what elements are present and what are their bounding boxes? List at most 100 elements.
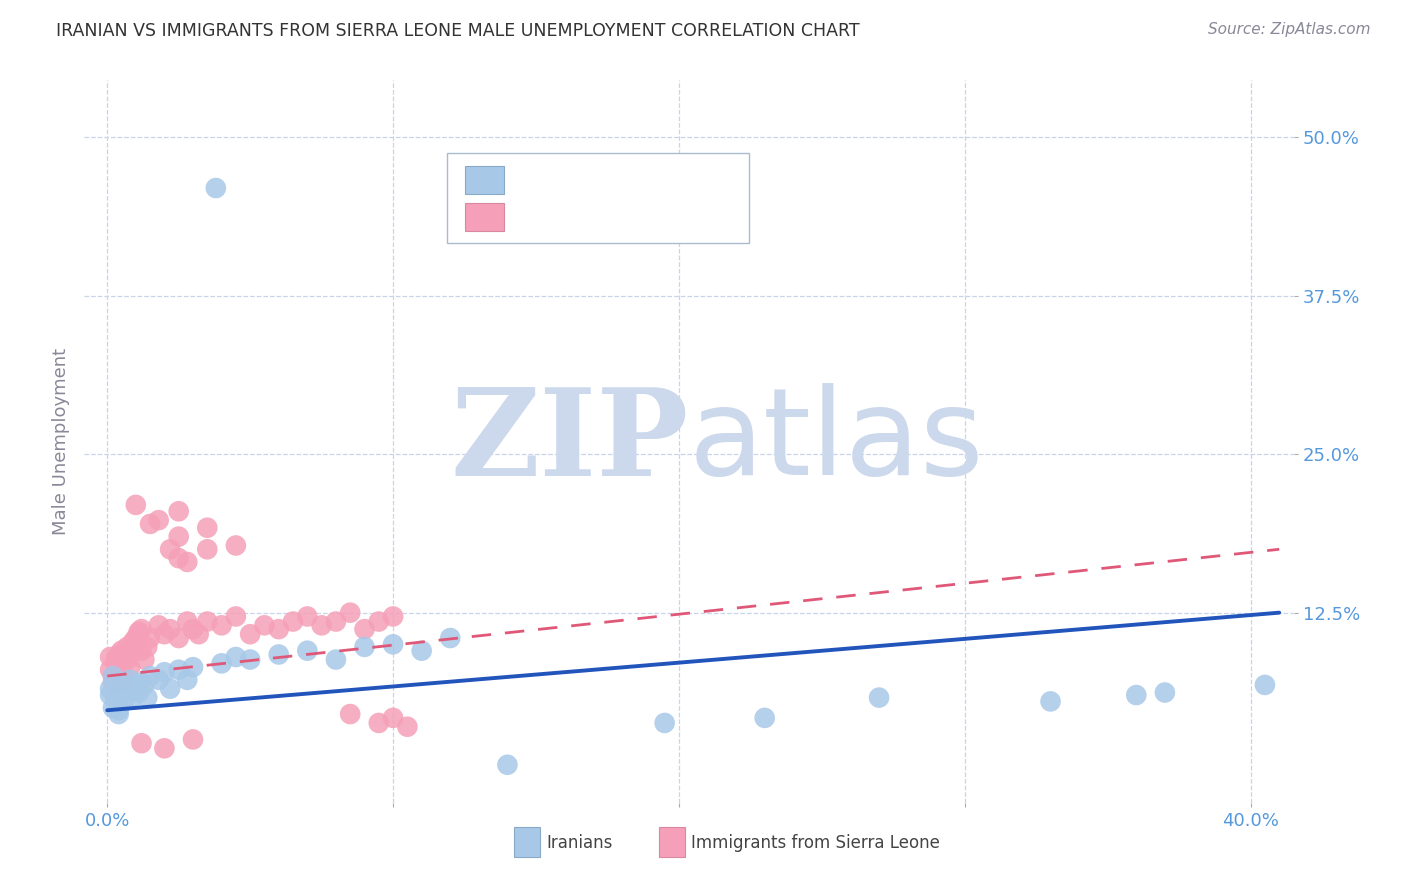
Point [98, 688, 121, 702]
Point [148, 618, 170, 632]
Point [167, 530, 190, 544]
Point [125, 635, 148, 649]
Point [107, 703, 129, 717]
Point [112, 694, 135, 708]
Point [139, 516, 162, 531]
Text: N =: N = [633, 207, 669, 225]
Text: 0.180: 0.180 [565, 171, 619, 189]
Point [225, 539, 247, 553]
Point [139, 631, 162, 645]
Point [754, 711, 776, 725]
Point [211, 618, 233, 632]
Point [239, 652, 262, 666]
Point [104, 657, 127, 671]
Point [253, 618, 276, 632]
Point [131, 643, 153, 657]
Point [367, 615, 389, 629]
Point [353, 622, 375, 636]
FancyBboxPatch shape [447, 153, 749, 243]
Point [101, 669, 124, 683]
Point [181, 660, 204, 674]
Text: Immigrants from Sierra Leone: Immigrants from Sierra Leone [692, 833, 941, 852]
Point [195, 542, 218, 557]
Point [98, 681, 121, 696]
Point [134, 678, 156, 692]
Point [176, 615, 198, 629]
Text: R =: R = [516, 171, 553, 189]
Point [134, 652, 156, 666]
Point [181, 732, 204, 747]
Point [122, 635, 145, 649]
Point [325, 615, 347, 629]
Point [104, 652, 127, 666]
Point [281, 615, 304, 629]
Point [211, 657, 233, 671]
Text: IRANIAN VS IMMIGRANTS FROM SIERRA LEONE MALE UNEMPLOYMENT CORRELATION CHART: IRANIAN VS IMMIGRANTS FROM SIERRA LEONE … [56, 22, 860, 40]
Bar [659, 827, 685, 857]
Point [267, 622, 290, 636]
Point [353, 640, 375, 654]
Point [107, 660, 129, 674]
Point [131, 622, 153, 636]
Point [339, 606, 361, 620]
Point [115, 678, 138, 692]
Point [159, 622, 181, 636]
Point [153, 627, 176, 641]
Point [176, 673, 198, 687]
Point [411, 643, 433, 657]
Y-axis label: Male Unemployment: Male Unemployment [52, 348, 70, 535]
Point [101, 700, 124, 714]
Point [148, 513, 170, 527]
Point [122, 690, 145, 705]
Point [325, 652, 347, 666]
Point [1154, 685, 1177, 699]
Point [125, 631, 148, 645]
Point [101, 669, 124, 683]
Text: N =: N = [633, 171, 669, 189]
Point [167, 551, 190, 566]
Point [110, 643, 132, 657]
Point [98, 650, 121, 665]
Point [104, 694, 127, 708]
Point [176, 555, 198, 569]
Point [1254, 678, 1277, 692]
Text: 0.111: 0.111 [565, 207, 619, 225]
Point [112, 648, 135, 662]
Point [112, 685, 135, 699]
Point [195, 521, 218, 535]
Point [107, 707, 129, 722]
Point [125, 498, 148, 512]
Point [159, 542, 181, 557]
Point [868, 690, 890, 705]
Point [654, 715, 676, 730]
Point [195, 615, 218, 629]
Text: ZIP: ZIP [451, 383, 689, 500]
Point [107, 648, 129, 662]
Point [101, 675, 124, 690]
Point [139, 669, 162, 683]
Point [115, 640, 138, 654]
Point [148, 673, 170, 687]
Point [167, 631, 190, 645]
Point [128, 627, 150, 641]
Point [181, 622, 204, 636]
Point [225, 609, 247, 624]
Point [339, 707, 361, 722]
Point [205, 181, 228, 195]
Point [167, 504, 190, 518]
Bar [465, 203, 503, 230]
Text: R =: R = [516, 207, 557, 225]
Point [153, 665, 176, 680]
Bar [513, 827, 540, 857]
Point [128, 624, 150, 639]
Text: 45: 45 [681, 171, 703, 189]
Point [136, 640, 159, 654]
Point [110, 675, 132, 690]
Point [1125, 688, 1147, 702]
Point [131, 736, 153, 750]
Point [136, 690, 159, 705]
Point [104, 690, 127, 705]
Text: Source: ZipAtlas.com: Source: ZipAtlas.com [1208, 22, 1371, 37]
Point [110, 665, 132, 680]
Point [239, 627, 262, 641]
